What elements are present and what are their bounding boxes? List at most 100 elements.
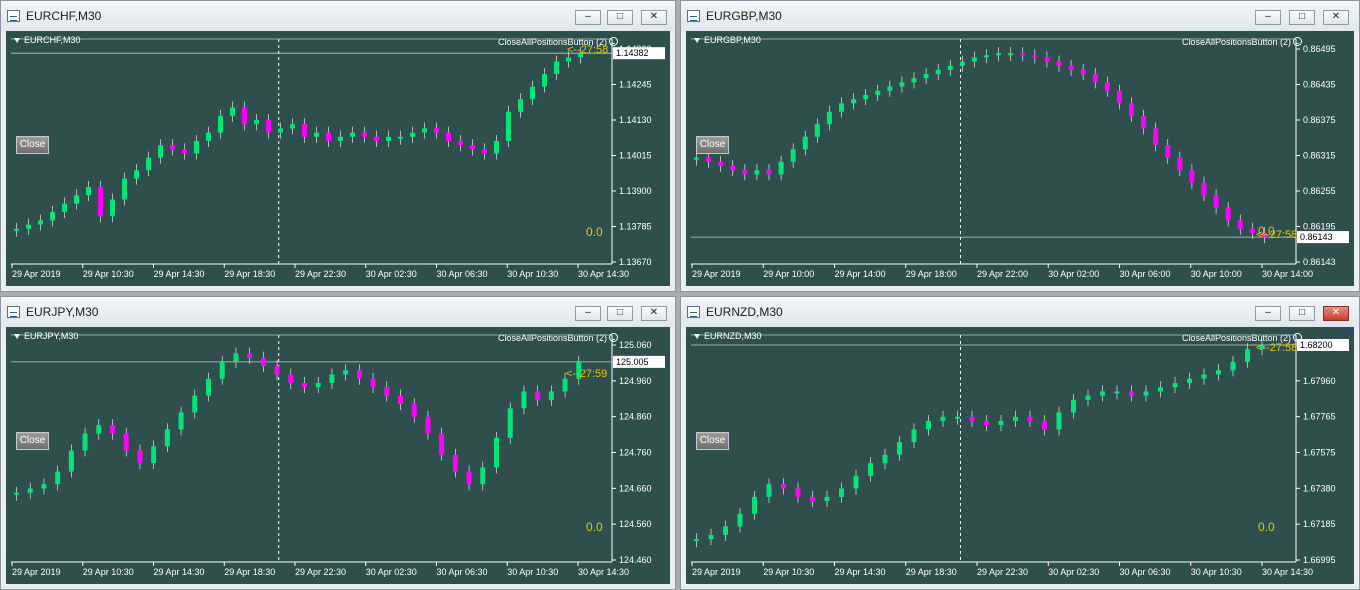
bear-candle bbox=[1104, 82, 1110, 91]
price-chart[interactable]: 1.143601.142451.141301.140151.139001.137… bbox=[6, 31, 670, 286]
chart-window-eurchf[interactable]: EURCHF,M30 – □ ✕ 1.143601.142451.141301.… bbox=[0, 0, 676, 292]
x-tick-label: 30 Apr 10:00 bbox=[1191, 269, 1242, 279]
chart-canvas[interactable]: 1.143601.142451.141301.140151.139001.137… bbox=[6, 31, 670, 286]
bull-candle bbox=[82, 433, 88, 451]
x-tick-label: 30 Apr 14:00 bbox=[1262, 269, 1313, 279]
bull-candle bbox=[329, 374, 335, 383]
chart-window-eurgbp[interactable]: EURGBP,M30 – □ ✕ 0.86495 0.86435 0.86375 0.… bbox=[680, 0, 1360, 292]
close-button[interactable]: Close bbox=[16, 136, 49, 154]
close-all-positions-label: CloseAllPositionsButton (2) bbox=[498, 333, 618, 343]
bull-candle bbox=[74, 195, 79, 204]
price-chart[interactable]: 1.681551.679601.677651.675751.673801.671… bbox=[686, 327, 1354, 584]
bear-candle bbox=[384, 387, 390, 396]
bull-candle bbox=[398, 136, 403, 139]
bull-candle bbox=[562, 378, 568, 392]
y-tick-label: 0.86195 bbox=[1303, 222, 1336, 232]
y-tick-label: 1.67960 bbox=[1303, 376, 1336, 386]
bear-candle bbox=[439, 433, 445, 455]
chart-window-eurnzd[interactable]: EURNZD,M30 – □ ✕ 1.681551.679601.677651.… bbox=[680, 296, 1360, 590]
bull-candle bbox=[1056, 412, 1062, 430]
bull-candle bbox=[507, 408, 513, 438]
bull-candle bbox=[62, 203, 67, 213]
x-tick-label: 29 Apr 10:00 bbox=[763, 269, 814, 279]
bear-candle bbox=[1129, 391, 1134, 396]
bear-candle bbox=[482, 149, 487, 154]
title-bar[interactable]: EURNZD,M30 – □ ✕ bbox=[681, 297, 1359, 327]
bull-candle bbox=[578, 53, 583, 58]
bull-candle bbox=[1230, 361, 1236, 371]
close-window-button[interactable]: ✕ bbox=[641, 306, 667, 321]
y-tick-label: 1.66995 bbox=[1303, 555, 1336, 565]
close-window-button[interactable]: ✕ bbox=[1323, 306, 1349, 321]
close-button[interactable]: Close bbox=[696, 136, 729, 154]
bull-candle bbox=[984, 55, 989, 58]
chart-canvas[interactable]: 0.86495 0.86435 0.86375 0.86315 0.86255 0.861… bbox=[686, 31, 1354, 286]
close-all-positions-text: CloseAllPositionsButton (2) bbox=[1181, 333, 1291, 343]
minimize-button[interactable]: – bbox=[575, 10, 601, 25]
x-tick-label: 29 Apr 14:30 bbox=[154, 567, 205, 577]
chart-canvas[interactable]: 125.060 124.960 124.860 124.760 124.660 124.5… bbox=[6, 327, 670, 584]
bear-candle bbox=[446, 132, 451, 141]
bull-candle bbox=[164, 429, 170, 447]
maximize-button[interactable]: □ bbox=[607, 10, 633, 25]
bear-candle bbox=[302, 382, 307, 388]
bull-candle bbox=[338, 136, 343, 141]
title-bar[interactable]: EURGBP,M30 – □ ✕ bbox=[681, 1, 1359, 31]
bear-candle bbox=[274, 366, 280, 375]
title-bar[interactable]: EURCHF,M30 – □ ✕ bbox=[1, 1, 675, 31]
profit-value: 0.0 bbox=[1258, 224, 1275, 238]
y-tick-label: 1.67185 bbox=[1303, 519, 1336, 529]
bear-candle bbox=[1165, 145, 1171, 158]
bear-candle bbox=[1129, 103, 1134, 116]
bull-candle bbox=[14, 228, 19, 231]
y-tick-label: 1.13900 bbox=[619, 186, 652, 196]
bull-candle bbox=[778, 161, 784, 175]
close-button[interactable]: Close bbox=[16, 432, 49, 450]
maximize-button[interactable]: □ bbox=[1289, 306, 1315, 321]
bull-candle bbox=[96, 425, 102, 434]
bull-candle bbox=[494, 437, 499, 468]
bear-candle bbox=[742, 170, 748, 175]
close-button[interactable]: Close bbox=[696, 432, 729, 450]
x-tick-label: 29 Apr 14:30 bbox=[835, 567, 886, 577]
minimize-button[interactable]: – bbox=[575, 306, 601, 321]
bar-timer: <--27:59 bbox=[566, 368, 608, 380]
maximize-button[interactable]: □ bbox=[607, 306, 633, 321]
bar-timer: <--27:58 bbox=[1256, 229, 1298, 241]
bull-candle bbox=[343, 370, 349, 375]
bull-candle bbox=[863, 94, 869, 100]
symbol-label[interactable]: EURGBP,M30 bbox=[694, 35, 761, 45]
bear-candle bbox=[98, 186, 103, 217]
current-price-label: 125.005 bbox=[616, 357, 649, 367]
chart-canvas[interactable]: 1.681551.679601.677651.675751.673801.671… bbox=[686, 327, 1354, 584]
bear-candle bbox=[452, 454, 458, 472]
x-tick-label: 30 Apr 02:00 bbox=[1048, 269, 1099, 279]
symbol-label[interactable]: EURNZD,M30 bbox=[694, 331, 762, 341]
bull-candle bbox=[178, 412, 184, 430]
x-tick-label: 30 Apr 10:30 bbox=[507, 567, 558, 577]
bear-candle bbox=[1027, 416, 1033, 421]
minimize-button[interactable]: – bbox=[1255, 306, 1281, 321]
bull-candle bbox=[314, 132, 319, 137]
bear-candle bbox=[730, 166, 736, 171]
symbol-label[interactable]: EURCHF,M30 bbox=[14, 35, 81, 45]
price-chart[interactable]: 125.060 124.960 124.860 124.760 124.660 124.5… bbox=[6, 327, 670, 584]
bull-candle bbox=[887, 86, 893, 91]
x-tick-label: 29 Apr 22:30 bbox=[977, 567, 1028, 577]
maximize-button[interactable]: □ bbox=[1289, 10, 1315, 25]
chart-window-eurjpy[interactable]: EURJPY,M30 – □ ✕ 125.060 124.960 124.860 12… bbox=[0, 296, 676, 590]
bull-candle bbox=[206, 378, 211, 396]
price-chart[interactable]: 0.86495 0.86435 0.86375 0.86315 0.86255 0.861… bbox=[686, 31, 1354, 286]
close-window-button[interactable]: ✕ bbox=[1323, 10, 1349, 25]
minimize-button[interactable]: – bbox=[1255, 10, 1281, 25]
y-tick-label: 1.67575 bbox=[1303, 448, 1336, 458]
y-tick-label: 124.860 bbox=[619, 412, 652, 422]
title-bar[interactable]: EURJPY,M30 – □ ✕ bbox=[1, 297, 675, 327]
symbol-label[interactable]: EURJPY,M30 bbox=[14, 331, 78, 341]
bull-candle bbox=[737, 513, 743, 527]
bull-candle bbox=[911, 429, 917, 443]
close-window-button[interactable]: ✕ bbox=[641, 10, 667, 25]
bull-candle bbox=[694, 539, 699, 542]
bull-candle bbox=[206, 132, 211, 141]
x-tick-label: 29 Apr 18:30 bbox=[224, 567, 275, 577]
